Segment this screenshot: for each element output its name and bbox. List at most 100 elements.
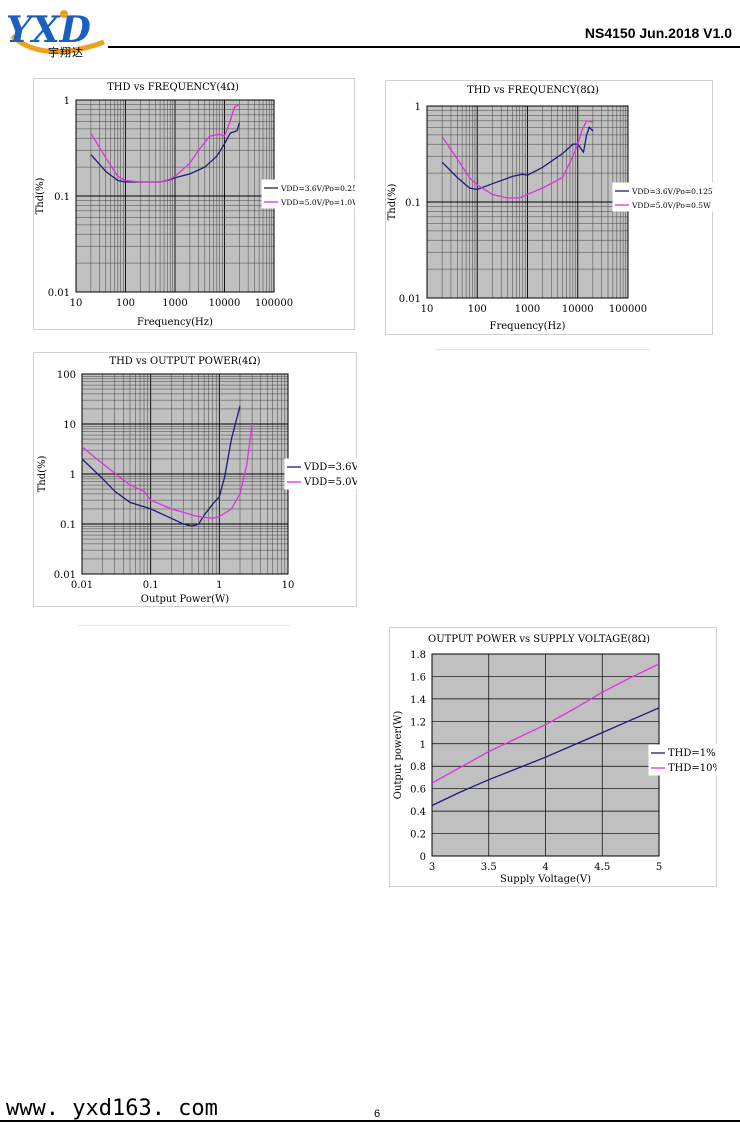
y-tick-label: 0.8 bbox=[410, 762, 426, 773]
y-axis-label: Thd(%) bbox=[37, 455, 48, 492]
y-tick-label: 1 bbox=[64, 96, 70, 107]
x-tick-label: 10000 bbox=[562, 304, 594, 315]
chart-title: OUTPUT POWER vs SUPPLY VOLTAGE(8Ω) bbox=[428, 634, 650, 645]
y-tick-label: 1 bbox=[420, 740, 426, 751]
y-tick-label: 1.6 bbox=[410, 672, 426, 683]
legend: VDD=3.6V/Po=0.125W VDD=5.0V/Po=0.5W bbox=[612, 182, 713, 212]
y-tick-label: 1 bbox=[70, 470, 76, 481]
y-axis-label: Thd(%) bbox=[387, 183, 398, 220]
y-tick-label: 10 bbox=[63, 420, 76, 431]
y-tick-label: 0.01 bbox=[54, 570, 76, 581]
x-tick-label: 10000 bbox=[209, 298, 241, 309]
x-tick-label: 1000 bbox=[515, 304, 540, 315]
series-group bbox=[90, 103, 241, 183]
legend: VDD=3.6V VDD=5.0V bbox=[284, 458, 357, 490]
legend-box bbox=[648, 744, 717, 776]
series-line bbox=[81, 405, 241, 527]
legend: VDD=3.6V/Po=0.25W VDD=5.0V/Po=1.0W bbox=[261, 179, 355, 209]
chart-svg: 0.01 0.1 1 10 0.01 0.1 1 10 100 THD vs OUTPUT POW… bbox=[33, 352, 357, 607]
chart-title: THD vs OUTPUT POWER(4Ω) bbox=[109, 356, 260, 367]
separator-line bbox=[435, 349, 650, 350]
legend-box bbox=[612, 182, 713, 212]
x-tick-label: 100 bbox=[468, 304, 487, 315]
legend-label: VDD=3.6V/Po=0.25W bbox=[280, 184, 355, 193]
y-tick-label: 0.1 bbox=[405, 198, 421, 209]
x-tick-label: 4 bbox=[542, 862, 548, 873]
y-tick-label: 1 bbox=[415, 102, 421, 113]
chart-thd-freq-8ohm: 10 100 1000 10000 100000 0.01 0.1 1 THD vs FREQU… bbox=[385, 80, 713, 335]
x-tick-label: 10 bbox=[70, 298, 83, 309]
y-tick-label: 0 bbox=[420, 852, 426, 863]
y-tick-label: 0.01 bbox=[399, 294, 421, 305]
legend-label: VDD=3.6V bbox=[303, 462, 357, 473]
x-tick-label: 3.5 bbox=[481, 862, 497, 873]
y-tick-label: 0.1 bbox=[60, 520, 76, 531]
y-tick-label: 1.8 bbox=[410, 650, 426, 661]
y-tick-label: 0.2 bbox=[410, 830, 426, 841]
y-tick-label: 0.1 bbox=[54, 192, 70, 203]
x-tick-label: 100000 bbox=[255, 298, 293, 309]
x-tick-label: 5 bbox=[656, 862, 662, 873]
chart-thd-freq-4ohm: 10 100 1000 10000 100000 0.01 0.1 1 THD vs FREQU… bbox=[33, 78, 355, 330]
y-axis-label: Output power(W) bbox=[393, 711, 404, 800]
x-tick-label: 1 bbox=[216, 580, 222, 591]
svg-text:YXD: YXD bbox=[6, 9, 91, 51]
y-tick-label: 1.4 bbox=[410, 695, 426, 706]
legend-box bbox=[284, 458, 357, 490]
x-tick-label: 4.5 bbox=[594, 862, 610, 873]
chart-thd-output-power-4ohm: 0.01 0.1 1 10 0.01 0.1 1 10 100 THD vs OUTPUT POW… bbox=[33, 352, 357, 607]
x-tick-label: 3 bbox=[429, 862, 435, 873]
x-tick-label: 0.01 bbox=[71, 580, 93, 591]
header-divider bbox=[108, 46, 740, 48]
x-tick-label: 10 bbox=[282, 580, 295, 591]
y-tick-label: 1.2 bbox=[410, 717, 426, 728]
series-line bbox=[81, 423, 253, 519]
x-axis-label: Frequency(Hz) bbox=[490, 321, 566, 332]
x-tick-label: 0.1 bbox=[143, 580, 159, 591]
series-line bbox=[431, 707, 660, 807]
series-line bbox=[90, 103, 240, 183]
y-tick-label: 0.4 bbox=[410, 807, 426, 818]
grid-lines bbox=[75, 100, 274, 293]
series-line bbox=[441, 126, 594, 191]
x-tick-label: 1000 bbox=[162, 298, 187, 309]
legend-label: VDD=5.0V/Po=0.5W bbox=[631, 201, 711, 210]
chart-output-power-supply-voltage-8ohm: 3 3.5 4 4.5 5 0 0.2 0.4 0.6 0.8 1 1.2 1.4 1.6 1.8 OUTPU… bbox=[389, 627, 717, 887]
x-tick-label: 100000 bbox=[609, 304, 647, 315]
doc-id: NS4150 Jun.2018 V1.0 bbox=[584, 25, 732, 41]
y-tick-label: 0.6 bbox=[410, 785, 426, 796]
company-logo: YXD bbox=[4, 6, 114, 62]
y-tick-label: 100 bbox=[57, 370, 76, 381]
logo-cn-text: 宇翔达 bbox=[48, 46, 84, 59]
grid-lines bbox=[81, 374, 288, 575]
legend-label: THD=1% bbox=[668, 748, 716, 759]
yxd-logo-icon: YXD bbox=[6, 9, 105, 55]
x-axis-label: Supply Voltage(V) bbox=[500, 874, 591, 885]
legend-label: VDD=5.0V bbox=[303, 477, 357, 488]
grid-lines bbox=[426, 106, 628, 299]
chart-svg: 10 100 1000 10000 100000 0.01 0.1 1 THD vs FREQU… bbox=[385, 80, 713, 335]
separator-line bbox=[78, 625, 290, 626]
legend-label: VDD=5.0V/Po=1.0W bbox=[280, 198, 355, 207]
footer-url: www. yxd163. com bbox=[6, 1096, 218, 1121]
y-tick-label: 0.01 bbox=[48, 288, 70, 299]
chart-svg: 3 3.5 4 4.5 5 0 0.2 0.4 0.6 0.8 1 1.2 1.4 1.6 1.8OUTPU… bbox=[389, 627, 717, 887]
series-line bbox=[441, 120, 594, 199]
x-tick-label: 100 bbox=[116, 298, 135, 309]
page-number: 6 bbox=[374, 1108, 381, 1120]
series-group bbox=[81, 405, 253, 527]
legend-box bbox=[261, 179, 355, 209]
x-tick-label: 10 bbox=[421, 304, 434, 315]
series-group bbox=[441, 120, 594, 199]
series-group bbox=[431, 663, 660, 807]
x-axis-label: Frequency(Hz) bbox=[137, 317, 213, 328]
y-axis-label: Thd(%) bbox=[35, 177, 46, 214]
chart-svg: 10 100 1000 10000 100000 0.01 0.1 1 THD vs FREQU… bbox=[33, 78, 355, 330]
chart-title: THD vs FREQUENCY(8Ω) bbox=[467, 85, 599, 96]
legend-label: THD=10% bbox=[668, 763, 717, 774]
series-line bbox=[431, 663, 660, 784]
x-axis-label: Output Power(W) bbox=[141, 594, 229, 605]
legend-label: VDD=3.6V/Po=0.125W bbox=[631, 187, 713, 196]
series-line bbox=[90, 122, 241, 183]
legend: THD=1% THD=10% bbox=[648, 744, 717, 776]
